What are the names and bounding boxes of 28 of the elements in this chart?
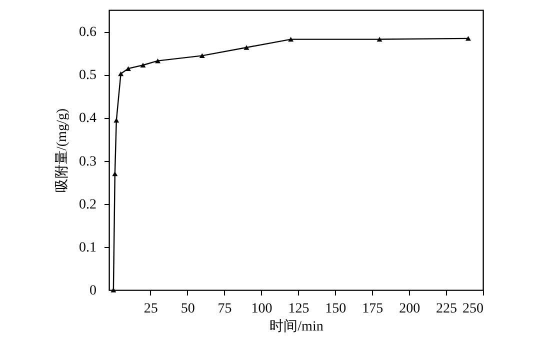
point (288, 36, 294, 42)
x-axis-title: 时间/min (270, 318, 324, 334)
y-tick-label: 0.5 (79, 68, 96, 84)
point (199, 53, 205, 58)
point (155, 58, 161, 64)
x-tick-label: 100 (251, 302, 272, 316)
x-tick-label: 225 (436, 302, 458, 316)
y-tick-label: 0.3 (79, 154, 96, 170)
x-tick-label: 150 (325, 302, 346, 316)
point (244, 45, 250, 50)
y-tick-label: 0.1 (79, 240, 96, 256)
y-tick-label: 0.6 (79, 25, 96, 40)
point (125, 66, 131, 71)
point (465, 36, 471, 41)
x-tick-label: 250 (462, 302, 484, 316)
point (140, 62, 146, 68)
y-tick-label: 0.2 (79, 197, 96, 212)
x-tick-label: 50 (180, 302, 195, 316)
point (376, 36, 382, 42)
y-tick-label: 0.4 (79, 111, 96, 126)
x-tick-label: 25 (144, 302, 158, 316)
x-tick-label: 200 (399, 302, 420, 316)
x-tick-label: 75 (218, 302, 232, 316)
y-axis-title: 吸附量/(mg/g) (54, 108, 70, 192)
x-tick-label: 175 (362, 302, 384, 316)
y-tick-label: 0 (90, 284, 96, 298)
x-tick-label: 125 (288, 302, 310, 316)
point (118, 71, 124, 76)
